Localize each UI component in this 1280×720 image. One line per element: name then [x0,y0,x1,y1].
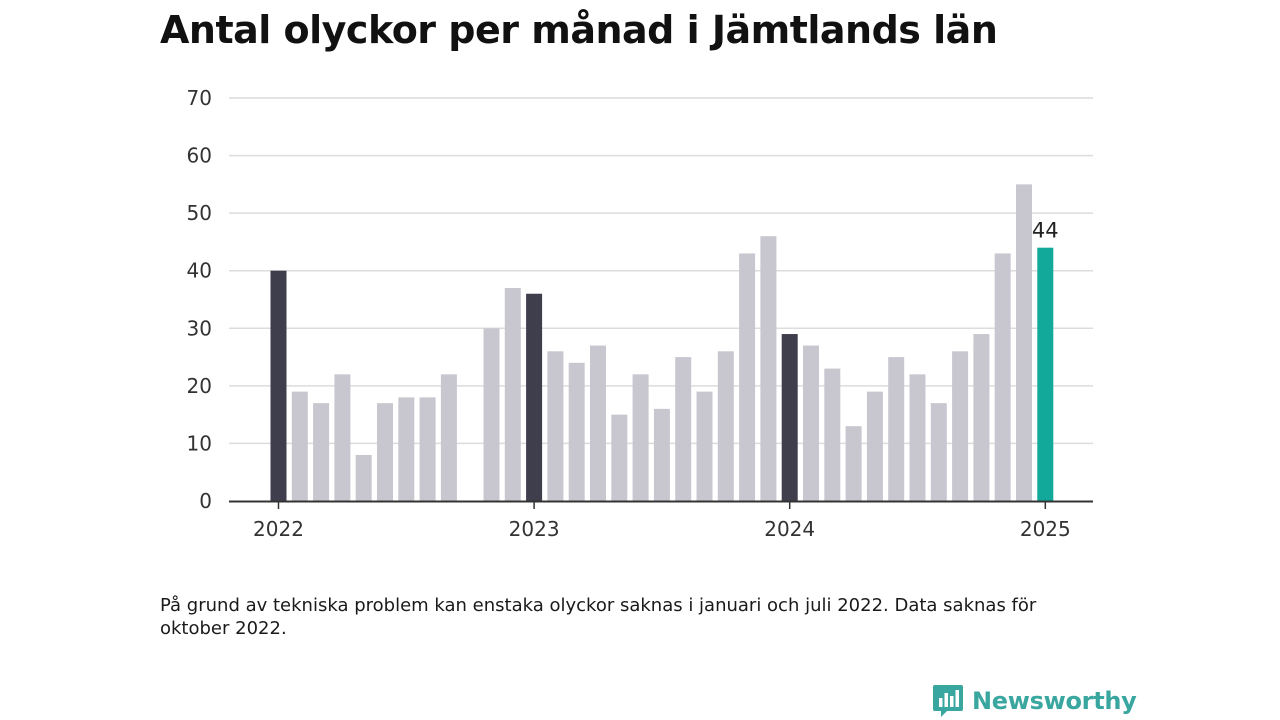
bar-2023-05 [611,414,628,501]
bar-2022-07 [398,397,415,501]
bar-2023-12 [760,236,777,501]
bar-2023-02 [547,351,564,501]
y-axis-ticks: 0 10 20 30 40 50 60 70 [187,86,212,513]
x-tick-label: 2022 [253,517,304,541]
bar-2022-04 [334,374,351,501]
bar-2023-10 [717,351,734,501]
bar-2025-01 [1037,247,1054,501]
chart-title: Antal olyckor per månad i Jämtlands län [160,8,998,52]
bar-2024-12 [1016,184,1032,501]
bar-2023-11 [739,253,756,501]
bar-2024-05 [866,391,883,501]
bar-2024-06 [888,357,905,501]
x-axis-ticks: 2022 2023 2024 2025 [253,501,1071,541]
bar-2023-04 [590,345,606,501]
bar-2022-05 [355,454,372,501]
bar-2022-01 [270,270,287,501]
bar-2022-12 [504,287,521,501]
y-tick-label: 70 [187,86,212,110]
bar-2024-09 [952,351,969,501]
bar-2022-02 [291,391,308,501]
latest-value-label: 44 [1032,219,1059,243]
bar-2022-09 [440,374,457,501]
x-tick-label: 2025 [1020,517,1071,541]
x-tick-label: 2024 [764,517,815,541]
bar-2024-04 [845,426,862,501]
brand-logo: Newsworthy [932,682,1137,720]
bar-2024-02 [803,345,819,501]
y-tick-label: 10 [187,431,212,455]
bar-2024-01 [781,334,798,501]
y-tick-label: 20 [187,374,212,398]
bar-2024-07 [909,374,926,501]
bar-2023-07 [653,408,670,501]
y-tick-label: 0 [199,489,212,513]
bar-2023-01 [526,293,543,501]
bar-2024-03 [824,368,841,501]
bar-2022-03 [313,403,330,501]
brand-name: Newsworthy [972,687,1137,715]
data-labels: 44 [1032,219,1059,243]
y-tick-label: 50 [187,201,212,225]
newsworthy-logo-icon [933,685,963,717]
bar-2022-06 [377,403,393,501]
bar-2022-11 [483,328,500,501]
y-tick-label: 30 [187,316,212,340]
bar-2023-09 [696,391,713,501]
bar-2023-08 [675,357,692,501]
bar-2022-08 [419,397,436,501]
bar-2023-06 [632,374,649,501]
y-tick-label: 40 [187,259,212,283]
bar-2023-03 [568,362,585,501]
bar-chart: 0 10 20 30 40 50 60 70 44 2022 2023 2024 2025 [187,86,1093,541]
x-tick-label: 2023 [509,517,560,541]
bar-2024-10 [973,334,990,501]
footnote: På grund av tekniska problem kan enstaka… [160,595,1037,639]
bar-2024-11 [994,253,1011,501]
bars [270,184,1054,501]
y-tick-label: 60 [187,144,212,168]
grid-lines [229,97,1093,445]
bar-2024-08 [930,403,947,501]
